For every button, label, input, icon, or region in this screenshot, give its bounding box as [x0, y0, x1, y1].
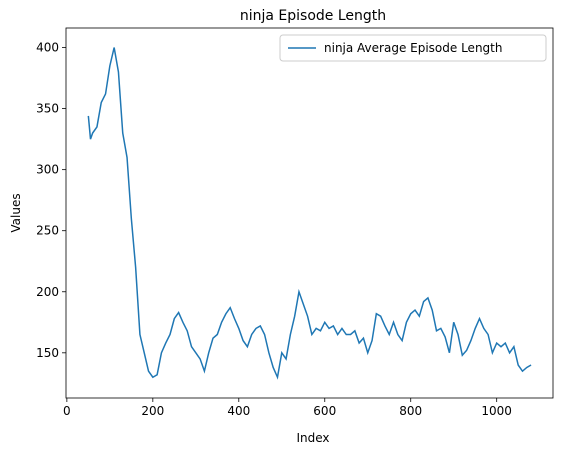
legend-box [279, 34, 547, 62]
x-tick-label: 200 [141, 404, 164, 418]
x-tick-label: 400 [227, 404, 250, 418]
y-tick-label: 200 [36, 285, 59, 299]
legend-label: ninja Average Episode Length [324, 41, 502, 55]
y-tick-label: 400 [36, 41, 59, 55]
y-tick-label: 150 [36, 346, 59, 360]
data-line [87, 47, 532, 380]
y-tick-label: 250 [36, 224, 59, 238]
x-tick-label: 1000 [481, 404, 512, 418]
y-tick-label: 350 [36, 102, 59, 116]
chart-title: ninja Episode Length [240, 8, 386, 24]
y-axis-label: Values [9, 193, 23, 232]
x-tick-label: 600 [313, 404, 336, 418]
x-axis-label: Index [296, 431, 329, 445]
x-tick-label: 0 [63, 404, 71, 418]
y-tick-label: 300 [36, 163, 59, 177]
plot-frame [65, 27, 554, 399]
x-tick-label: 800 [399, 404, 422, 418]
